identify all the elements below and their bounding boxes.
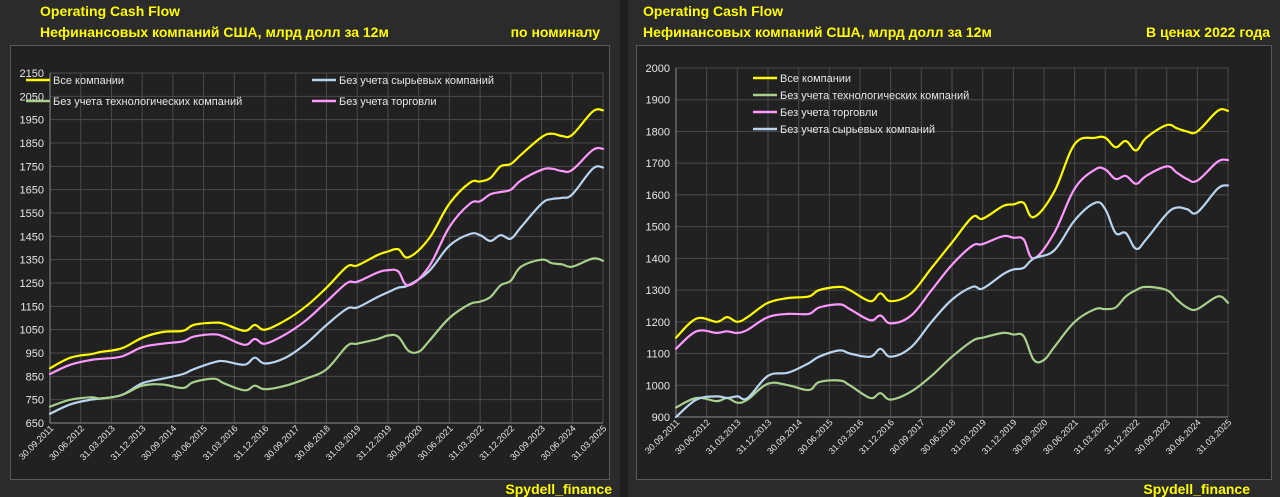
series-line	[48, 165, 605, 415]
y-tick-label: 1650	[20, 185, 44, 197]
legend-label: Все компании	[780, 73, 851, 85]
y-tick-label: 1350	[20, 255, 44, 267]
y-tick-label: 1750	[20, 161, 44, 173]
y-tick-label: 950	[26, 348, 44, 360]
y-tick-label: 1450	[20, 231, 44, 243]
series-line	[674, 285, 1230, 409]
line-chart-real: 900 1000 1100 1200 1300 1400 1500 1600 1700 1800 1…	[643, 63, 1233, 456]
chart-subtitle: Нефинансовых компаний США, млрд долл за …	[40, 24, 389, 40]
panel-divider	[620, 0, 628, 497]
legend-label: Без учета сырьевых компаний	[339, 75, 494, 87]
y-tick-label: 1000	[646, 380, 670, 392]
chart-note: В ценах 2022 года	[1145, 24, 1270, 40]
series-line	[674, 108, 1230, 339]
legend-label: Без учета торговли	[339, 96, 436, 108]
chart-panel-real: Operating Cash Flow Нефинансовых компани…	[628, 0, 1280, 497]
chart-note: по номиналу	[510, 24, 600, 40]
y-tick-label: 750	[26, 395, 44, 407]
series-line	[674, 158, 1230, 350]
chart-subtitle: Нефинансовых компаний США, млрд долл за …	[643, 24, 992, 40]
series-line	[48, 146, 605, 376]
y-tick-label: 1800	[646, 126, 670, 138]
legend-label: Без учета сырьевых компаний	[780, 124, 935, 136]
y-tick-label: 900	[652, 412, 670, 424]
chart-frame	[10, 45, 610, 480]
series-line	[48, 108, 605, 370]
series-line	[48, 257, 605, 408]
chart-panel-nominal: Operating Cash Flow Нефинансовых компани…	[0, 0, 620, 497]
y-tick-label: 1100	[646, 349, 670, 361]
y-tick-label: 850	[26, 371, 44, 383]
legend-label: Без учета торговли	[780, 107, 877, 119]
source-label: Spydell_finance	[505, 481, 612, 497]
y-tick-label: 2150	[20, 68, 44, 80]
source-label: Spydell_finance	[1143, 481, 1250, 497]
y-tick-label: 1600	[646, 190, 670, 202]
y-tick-label: 1700	[646, 158, 670, 170]
y-tick-label: 1250	[20, 278, 44, 290]
legend-label: Без учета технологических компаний	[53, 96, 242, 108]
y-tick-label: 1300	[646, 285, 670, 297]
chart-title: Operating Cash Flow	[40, 3, 181, 19]
y-tick-label: 1850	[20, 138, 44, 150]
y-tick-label: 1200	[646, 317, 670, 329]
y-tick-label: 650	[26, 418, 44, 430]
y-tick-label: 1400	[646, 253, 670, 265]
legend-label: Без учета технологических компаний	[780, 90, 969, 102]
y-tick-label: 1950	[20, 115, 44, 127]
y-tick-label: 1050	[20, 325, 44, 337]
y-tick-label: 1900	[646, 95, 670, 107]
y-tick-label: 1550	[20, 208, 44, 220]
line-chart-nominal: 650 750 850 950 1050 1150 1250 1350 1450 1550 1650…	[17, 68, 608, 462]
chart-title: Operating Cash Flow	[643, 3, 784, 19]
legend-label: Все компании	[53, 75, 124, 87]
y-tick-label: 1150	[20, 301, 44, 313]
y-tick-label: 1500	[646, 222, 670, 234]
y-tick-label: 2000	[646, 63, 670, 75]
series-line	[674, 184, 1230, 419]
